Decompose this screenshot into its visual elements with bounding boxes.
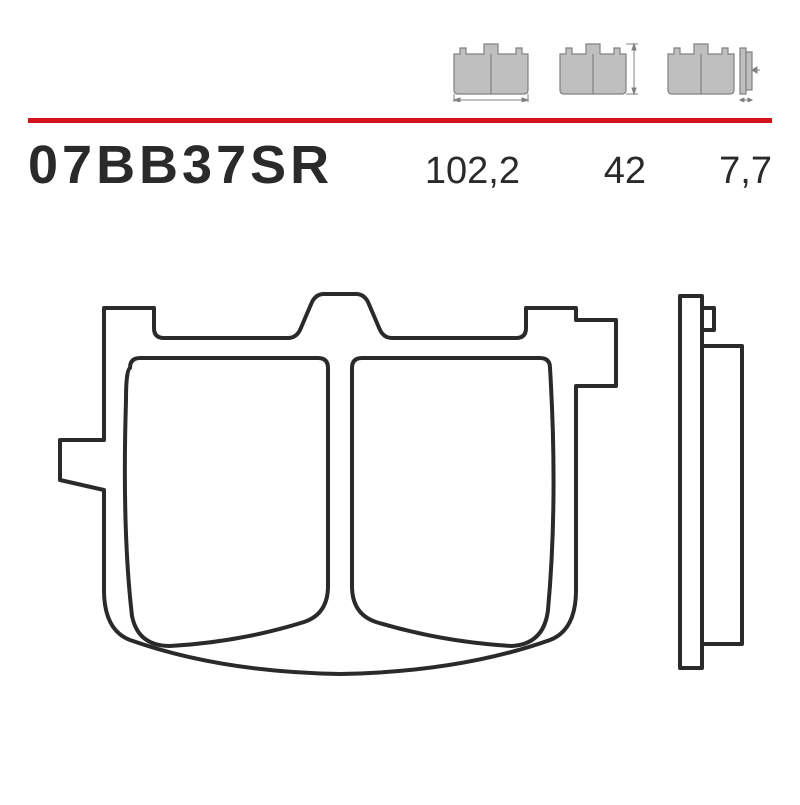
height-icon	[556, 30, 646, 102]
thickness-icon	[664, 30, 760, 102]
dim-height: 42	[576, 150, 646, 193]
part-number: 07BB37SR	[28, 134, 333, 196]
dimension-icons-row	[444, 30, 760, 102]
width-icon	[444, 30, 538, 102]
spec-row: 07BB37SR 102,2 42 7,7	[28, 134, 772, 196]
spec-sheet: 07BB37SR 102,2 42 7,7	[0, 0, 800, 800]
dimensions: 102,2 42 7,7	[425, 150, 772, 193]
dim-thickness: 7,7	[702, 150, 772, 193]
technical-drawing	[0, 230, 800, 800]
side-view	[680, 296, 742, 668]
dim-width: 102,2	[425, 150, 520, 193]
front-view	[60, 294, 616, 674]
accent-divider	[28, 118, 772, 123]
